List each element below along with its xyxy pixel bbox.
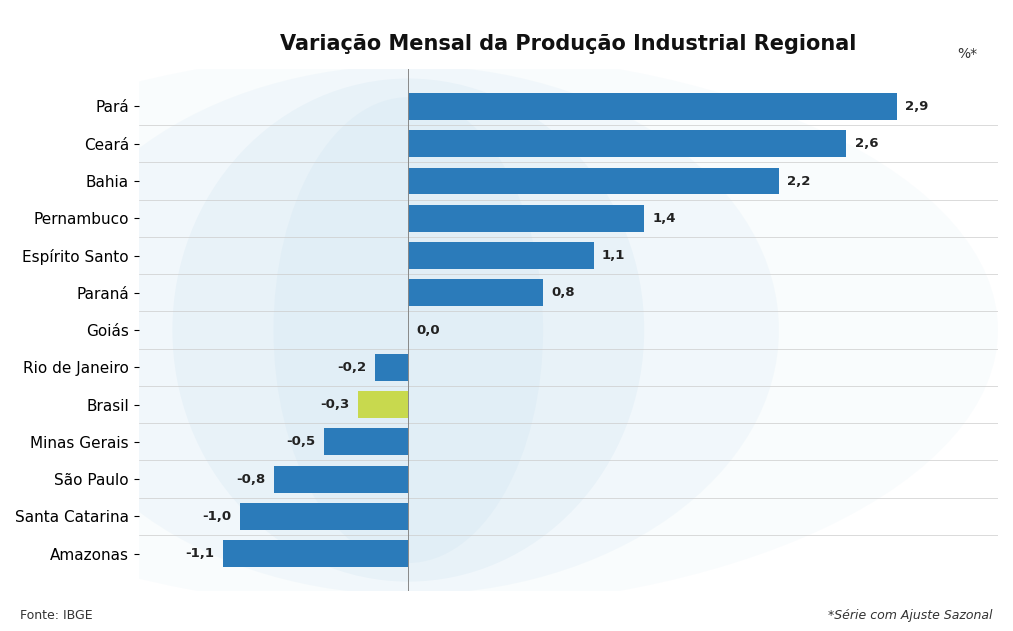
Bar [375, 354, 408, 380]
Text: *Série com Ajuste Sazonal: *Série com Ajuste Sazonal [829, 608, 993, 622]
Bar [408, 280, 543, 306]
Ellipse shape [274, 97, 543, 563]
Bar [324, 428, 408, 456]
Text: -0,5: -0,5 [287, 435, 316, 449]
Bar [408, 131, 847, 157]
Bar [358, 391, 408, 418]
Ellipse shape [0, 50, 998, 610]
Text: 0,0: 0,0 [416, 324, 441, 336]
Text: -0,3: -0,3 [320, 398, 349, 411]
Text: 1,1: 1,1 [602, 249, 625, 262]
Bar [408, 93, 897, 120]
Text: 2,9: 2,9 [906, 100, 929, 113]
Text: 2,2: 2,2 [787, 175, 810, 187]
Text: 2,6: 2,6 [855, 138, 878, 150]
Text: -1,0: -1,0 [203, 510, 231, 523]
Text: -0,8: -0,8 [236, 473, 265, 486]
Ellipse shape [172, 78, 644, 582]
Bar [408, 242, 594, 269]
Text: -0,2: -0,2 [337, 361, 366, 374]
Text: 1,4: 1,4 [652, 212, 676, 225]
Ellipse shape [37, 66, 779, 594]
Bar [274, 466, 408, 493]
Bar [408, 168, 779, 194]
Text: %*: %* [957, 47, 978, 61]
Title: Variação Mensal da Produção Industrial Regional: Variação Mensal da Produção Industrial R… [281, 34, 857, 54]
Bar [223, 540, 408, 567]
Text: -1,1: -1,1 [185, 547, 215, 560]
Bar [240, 503, 408, 530]
Bar [408, 205, 644, 232]
Text: 0,8: 0,8 [551, 286, 575, 299]
Text: Fonte: IBGE: Fonte: IBGE [20, 608, 93, 622]
